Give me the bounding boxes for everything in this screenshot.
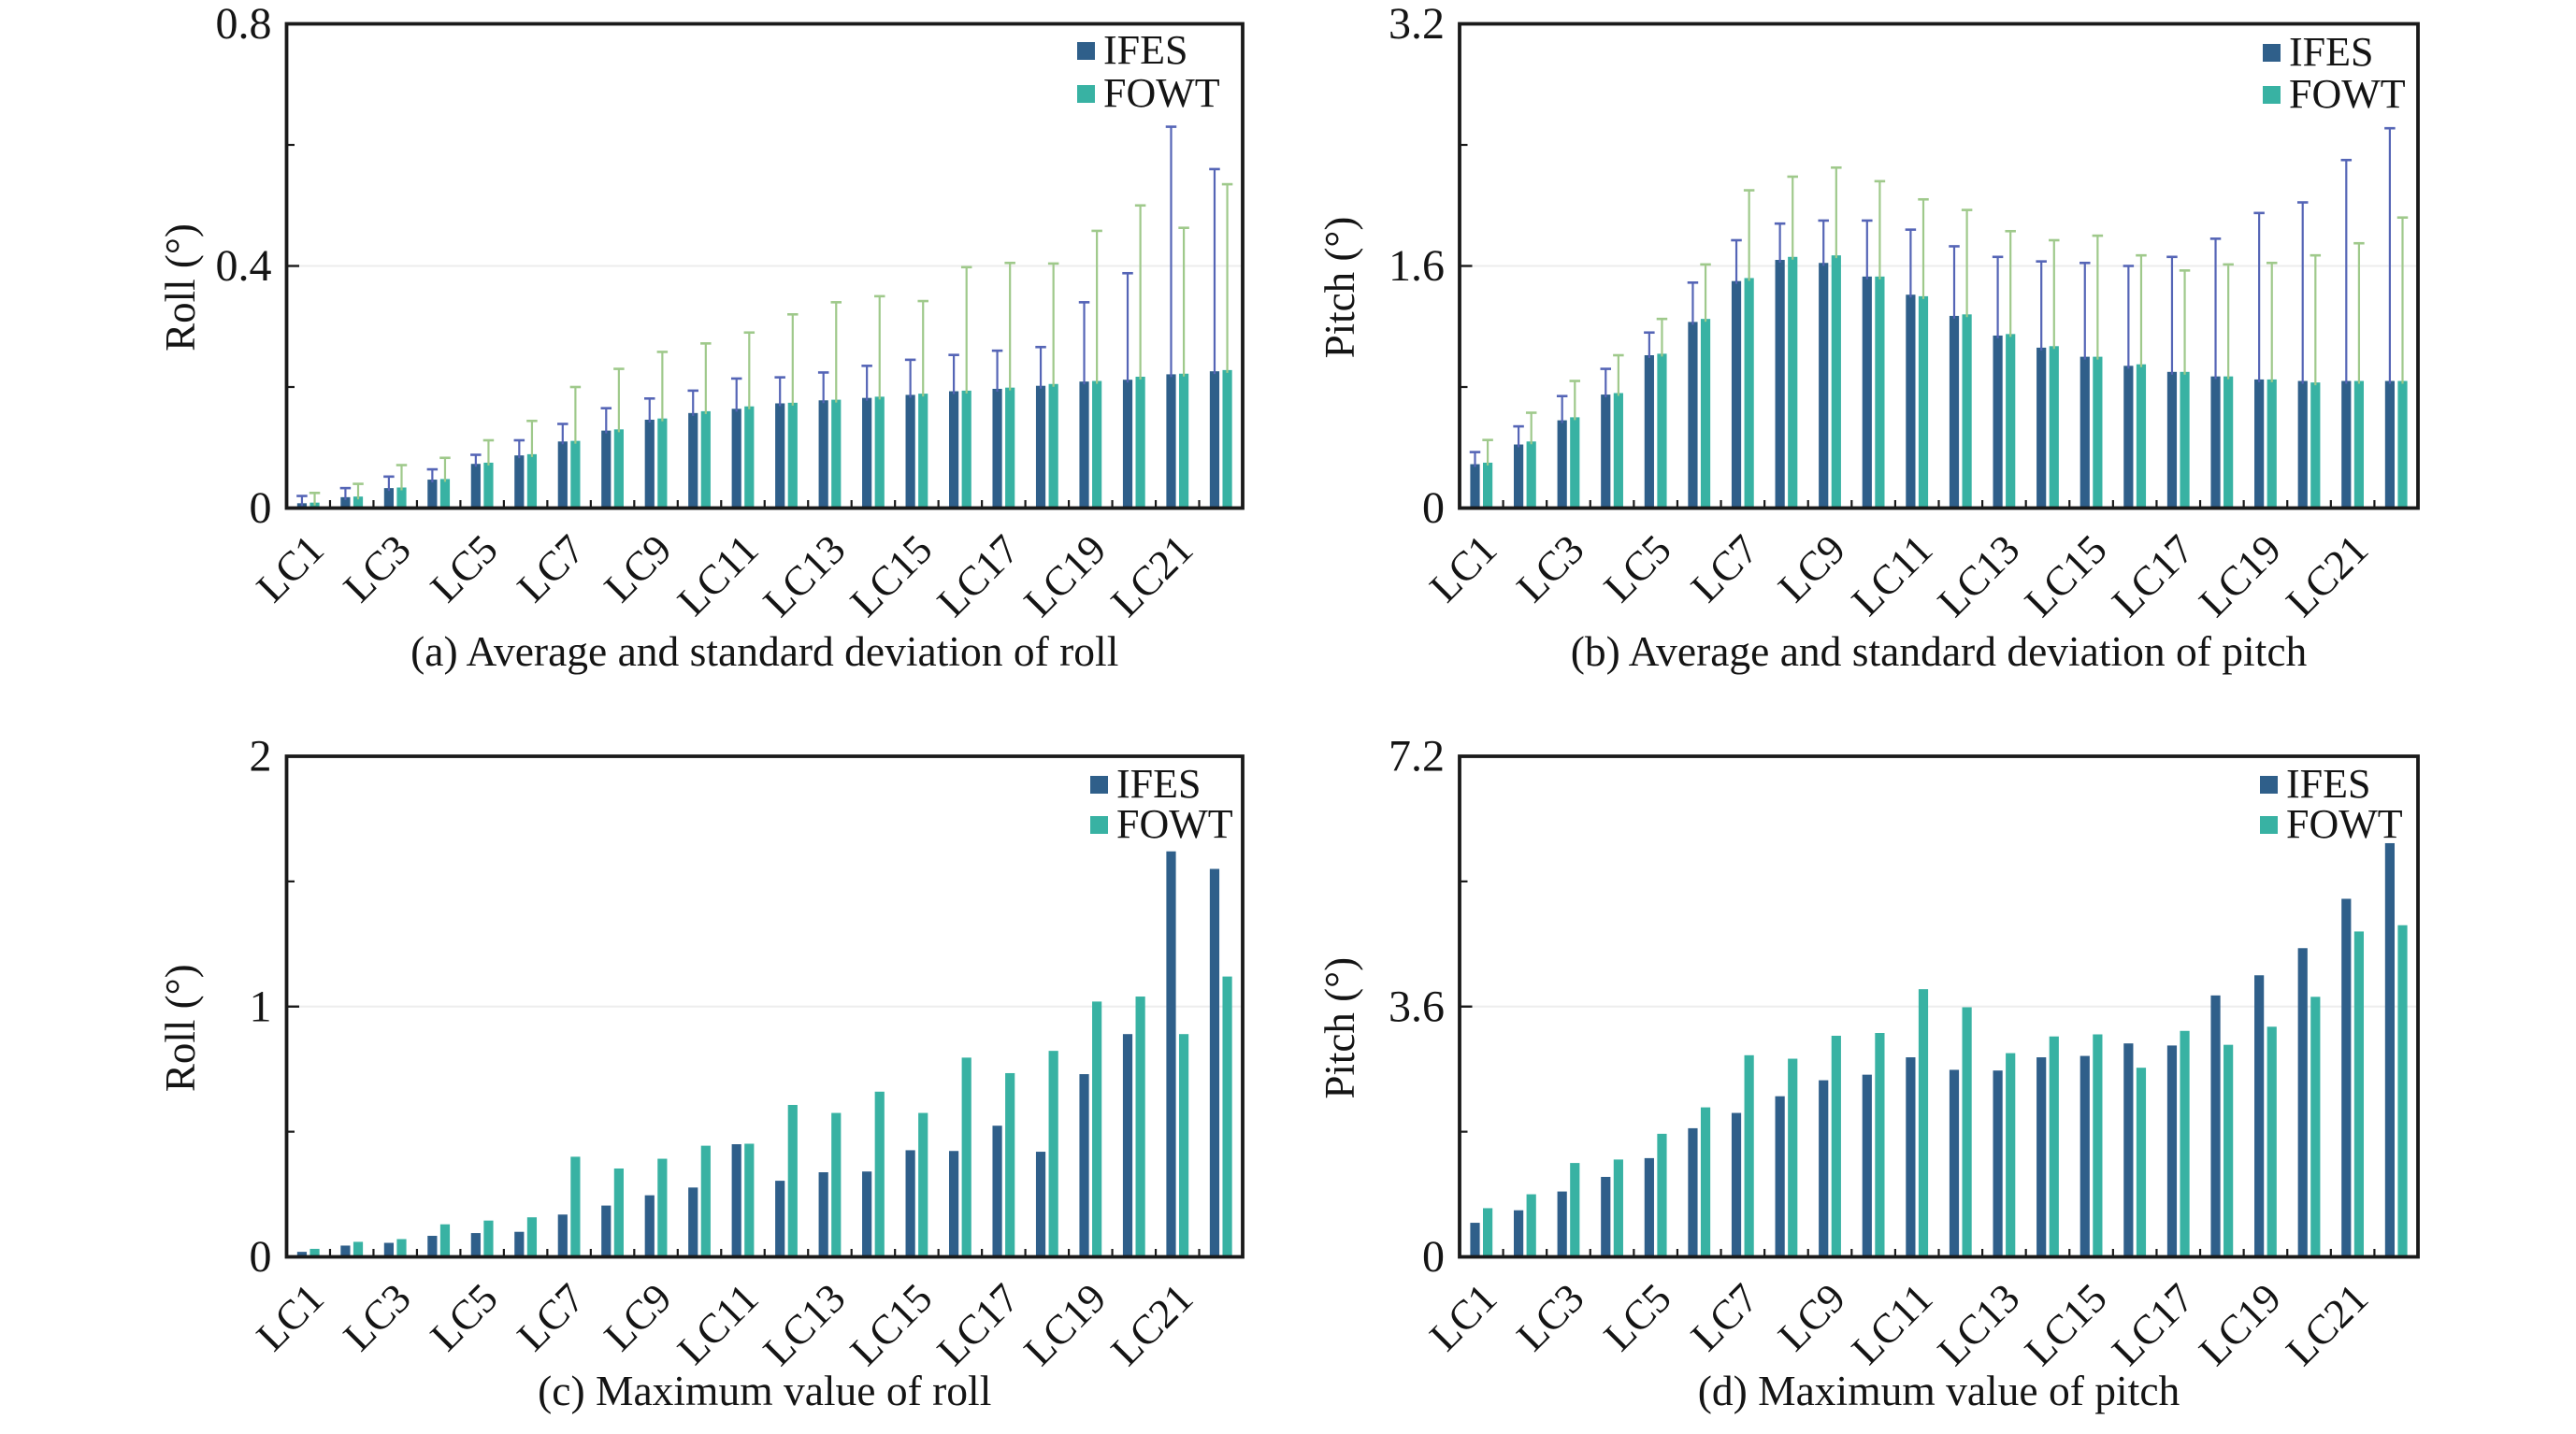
svg-text:1: 1 bbox=[250, 982, 272, 1031]
svg-text:FOWT: FOWT bbox=[1103, 70, 1220, 116]
svg-text:0: 0 bbox=[250, 483, 272, 533]
svg-text:FOWT: FOWT bbox=[2289, 71, 2406, 117]
svg-text:(b) Average and standard devia: (b) Average and standard deviation of pi… bbox=[1571, 627, 2308, 675]
svg-text:0: 0 bbox=[1422, 1232, 1445, 1282]
svg-text:0.8: 0.8 bbox=[216, 0, 272, 49]
svg-text:(d) Maximum value of pitch: (d) Maximum value of pitch bbox=[1698, 1367, 2180, 1414]
svg-text:Pitch (°): Pitch (°) bbox=[1317, 957, 1363, 1099]
svg-text:0.4: 0.4 bbox=[216, 241, 272, 291]
svg-text:IFES: IFES bbox=[1103, 27, 1187, 73]
svg-text:IFES: IFES bbox=[2289, 29, 2373, 75]
svg-text:Pitch (°): Pitch (°) bbox=[1317, 217, 1363, 359]
svg-text:7.2: 7.2 bbox=[1389, 732, 1445, 782]
svg-text:2: 2 bbox=[250, 732, 272, 782]
svg-text:1.6: 1.6 bbox=[1389, 241, 1445, 291]
svg-text:3.6: 3.6 bbox=[1389, 982, 1445, 1031]
svg-text:FOWT: FOWT bbox=[2286, 801, 2403, 847]
svg-text:FOWT: FOWT bbox=[1116, 801, 1233, 847]
svg-text:0: 0 bbox=[250, 1232, 272, 1282]
svg-text:Roll (°): Roll (°) bbox=[157, 964, 204, 1092]
svg-text:3.2: 3.2 bbox=[1389, 0, 1445, 49]
svg-text:IFES: IFES bbox=[2286, 761, 2370, 807]
svg-text:(c) Maximum value of roll: (c) Maximum value of roll bbox=[538, 1367, 991, 1414]
svg-text:(a) Average and standard devia: (a) Average and standard deviation of ro… bbox=[410, 627, 1118, 675]
svg-text:Roll (°): Roll (°) bbox=[157, 223, 204, 351]
svg-text:0: 0 bbox=[1422, 483, 1445, 533]
svg-text:IFES: IFES bbox=[1116, 761, 1201, 807]
